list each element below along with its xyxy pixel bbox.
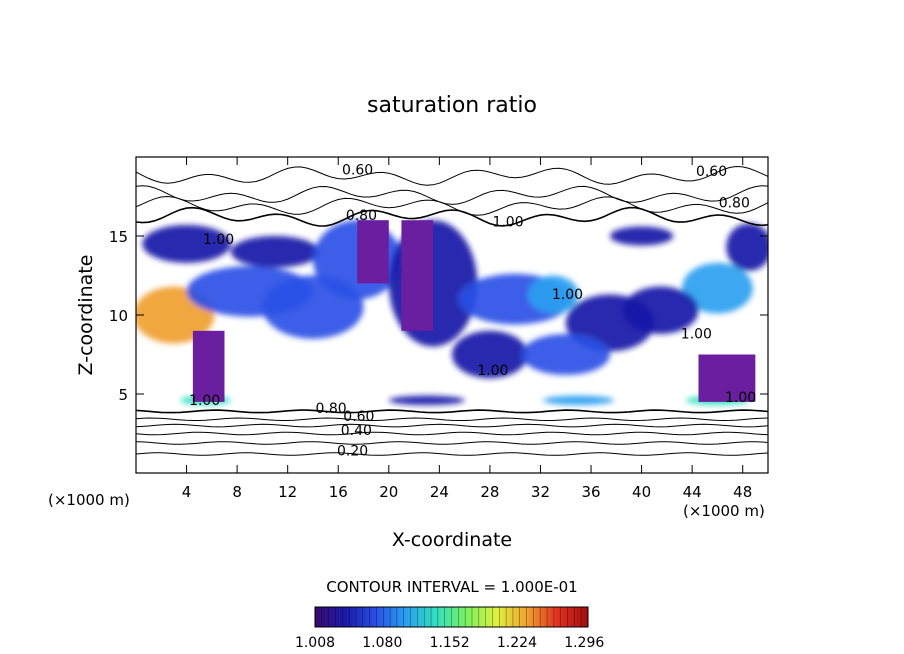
contour-interval-text: CONTOUR INTERVAL = 1.000E-01: [326, 578, 577, 596]
contour-label: 1.00: [189, 393, 220, 409]
colorbar-label: 1.008: [295, 635, 335, 651]
contour-line: [136, 409, 768, 414]
purple-column: [357, 220, 389, 284]
plot-area: 0.60 0.600.800.80 1.001.001.001.001.001.00…: [109, 156, 769, 501]
saturation-region: [521, 333, 610, 376]
colorbar-label: 1.152: [430, 635, 470, 651]
contour-label: 0.80: [346, 208, 377, 224]
x-tick-label: 4: [182, 483, 192, 501]
x-axis-label: X-coordinate: [392, 529, 512, 551]
x-tick-label: 16: [329, 483, 348, 501]
purple-column: [698, 354, 756, 402]
x-tick-label: 24: [430, 483, 449, 501]
contour-line: [136, 417, 768, 422]
y-axis-label: Z-coordinate: [75, 255, 97, 376]
x-unit-right: (×1000 m): [683, 502, 765, 520]
contour-line: [136, 195, 768, 216]
x-tick-label: 32: [531, 483, 550, 501]
colorbar-labels: 1.008 1.080 1.152 1.224 1.296: [295, 635, 604, 651]
chart-title: saturation ratio: [367, 93, 537, 118]
colorbar-label: 1.224: [497, 635, 537, 651]
x-tick-label: 12: [278, 483, 297, 501]
contour-label: 1.00: [203, 232, 234, 248]
x-tick-label: 28: [480, 483, 499, 501]
contour-line: [136, 441, 768, 445]
contour-label: 0.60: [342, 162, 373, 178]
colorbar: 1.008 1.080 1.152 1.224 1.296: [295, 606, 604, 651]
contour-label: 1.00: [681, 327, 712, 343]
contour-line: [136, 206, 768, 227]
contour-label: 0.60: [343, 409, 374, 425]
y-tick-label: 15: [109, 228, 128, 246]
saturation-region: [142, 224, 231, 263]
x-tick-label: 48: [733, 483, 752, 501]
contour-line: [136, 452, 768, 456]
saturation-region: [543, 395, 614, 406]
colorbar-label: 1.080: [362, 635, 402, 651]
contour-labels: 0.60 0.600.800.80 1.001.001.001.001.001.00…: [189, 162, 756, 459]
contour-lines: [136, 165, 768, 456]
contour-label: 0.40: [341, 423, 372, 439]
contour-label: 0.80: [719, 196, 750, 212]
contour-line: [136, 185, 768, 205]
contour-line: [136, 423, 768, 428]
saturation-region: [682, 262, 753, 314]
contour-label: 1.00: [725, 390, 756, 406]
contour-label: 0.20: [337, 444, 368, 460]
y-tick-label: 5: [118, 386, 128, 404]
contour-label: 1.00: [492, 215, 523, 231]
saturation-region: [622, 286, 699, 334]
purple-column: [192, 330, 225, 402]
saturation-region: [726, 223, 768, 271]
contour-label: 1.00: [477, 363, 508, 379]
x-tick-label: 8: [232, 483, 242, 501]
contour-line: [136, 431, 768, 436]
contour-line: [136, 165, 768, 186]
saturation-region: [452, 330, 528, 379]
colorbar-ticks: [314, 607, 589, 627]
colorbar-label: 1.296: [564, 635, 604, 651]
contour-label: 0.80: [315, 401, 346, 417]
x-tick-label: 36: [581, 483, 600, 501]
saturation-region: [527, 275, 579, 314]
y-tick-label: 10: [109, 307, 128, 325]
contour-label: 1.00: [552, 287, 583, 303]
saturation-region: [230, 236, 320, 268]
x-tick-label: 40: [632, 483, 651, 501]
saturation-region: [610, 226, 674, 246]
purple-column: [401, 220, 434, 331]
saturation-field: [136, 220, 768, 406]
x-tick-label: 20: [379, 483, 398, 501]
saturation-region: [388, 395, 465, 406]
contour-label: 0.60: [696, 164, 727, 180]
x-unit-left: (×1000 m): [48, 491, 130, 509]
x-tick-label: 44: [683, 483, 702, 501]
